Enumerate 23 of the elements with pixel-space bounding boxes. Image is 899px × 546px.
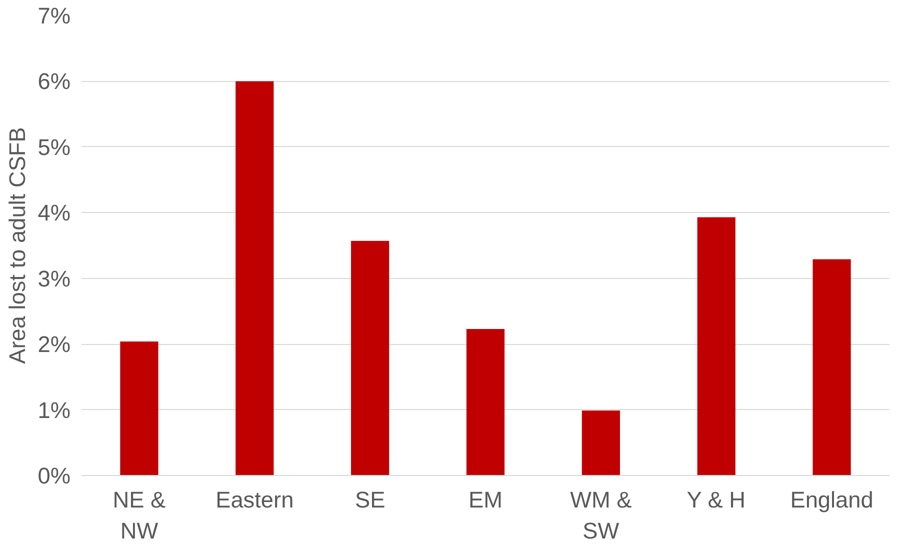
x-tick-label: SE bbox=[354, 486, 386, 512]
y-tick-label: 3% bbox=[38, 265, 71, 292]
bar bbox=[812, 259, 851, 476]
bar bbox=[697, 217, 736, 476]
y-tick-label: 6% bbox=[38, 68, 71, 94]
x-tick-label: Eastern bbox=[216, 486, 294, 512]
y-tick-label: 1% bbox=[38, 396, 71, 423]
y-tick-label: 7% bbox=[38, 2, 71, 28]
y-tick-label: 0% bbox=[38, 462, 71, 488]
y-tick-label: 4% bbox=[38, 200, 71, 226]
bar bbox=[120, 341, 158, 476]
y-tick-label: 2% bbox=[38, 331, 71, 358]
bar bbox=[351, 240, 390, 476]
bar bbox=[236, 81, 274, 476]
bar bbox=[582, 410, 620, 476]
x-tick-label: WM & SW bbox=[570, 486, 632, 544]
x-tick-label: NE & NW bbox=[112, 486, 166, 544]
bar bbox=[466, 328, 505, 476]
x-tick-label: EM bbox=[468, 486, 502, 512]
x-tick-label: England bbox=[790, 486, 874, 512]
y-tick-label: 5% bbox=[38, 134, 71, 160]
x-tick-label: Y & H bbox=[686, 486, 746, 512]
y-axis-title: Area lost to adult CSFB bbox=[4, 127, 30, 364]
